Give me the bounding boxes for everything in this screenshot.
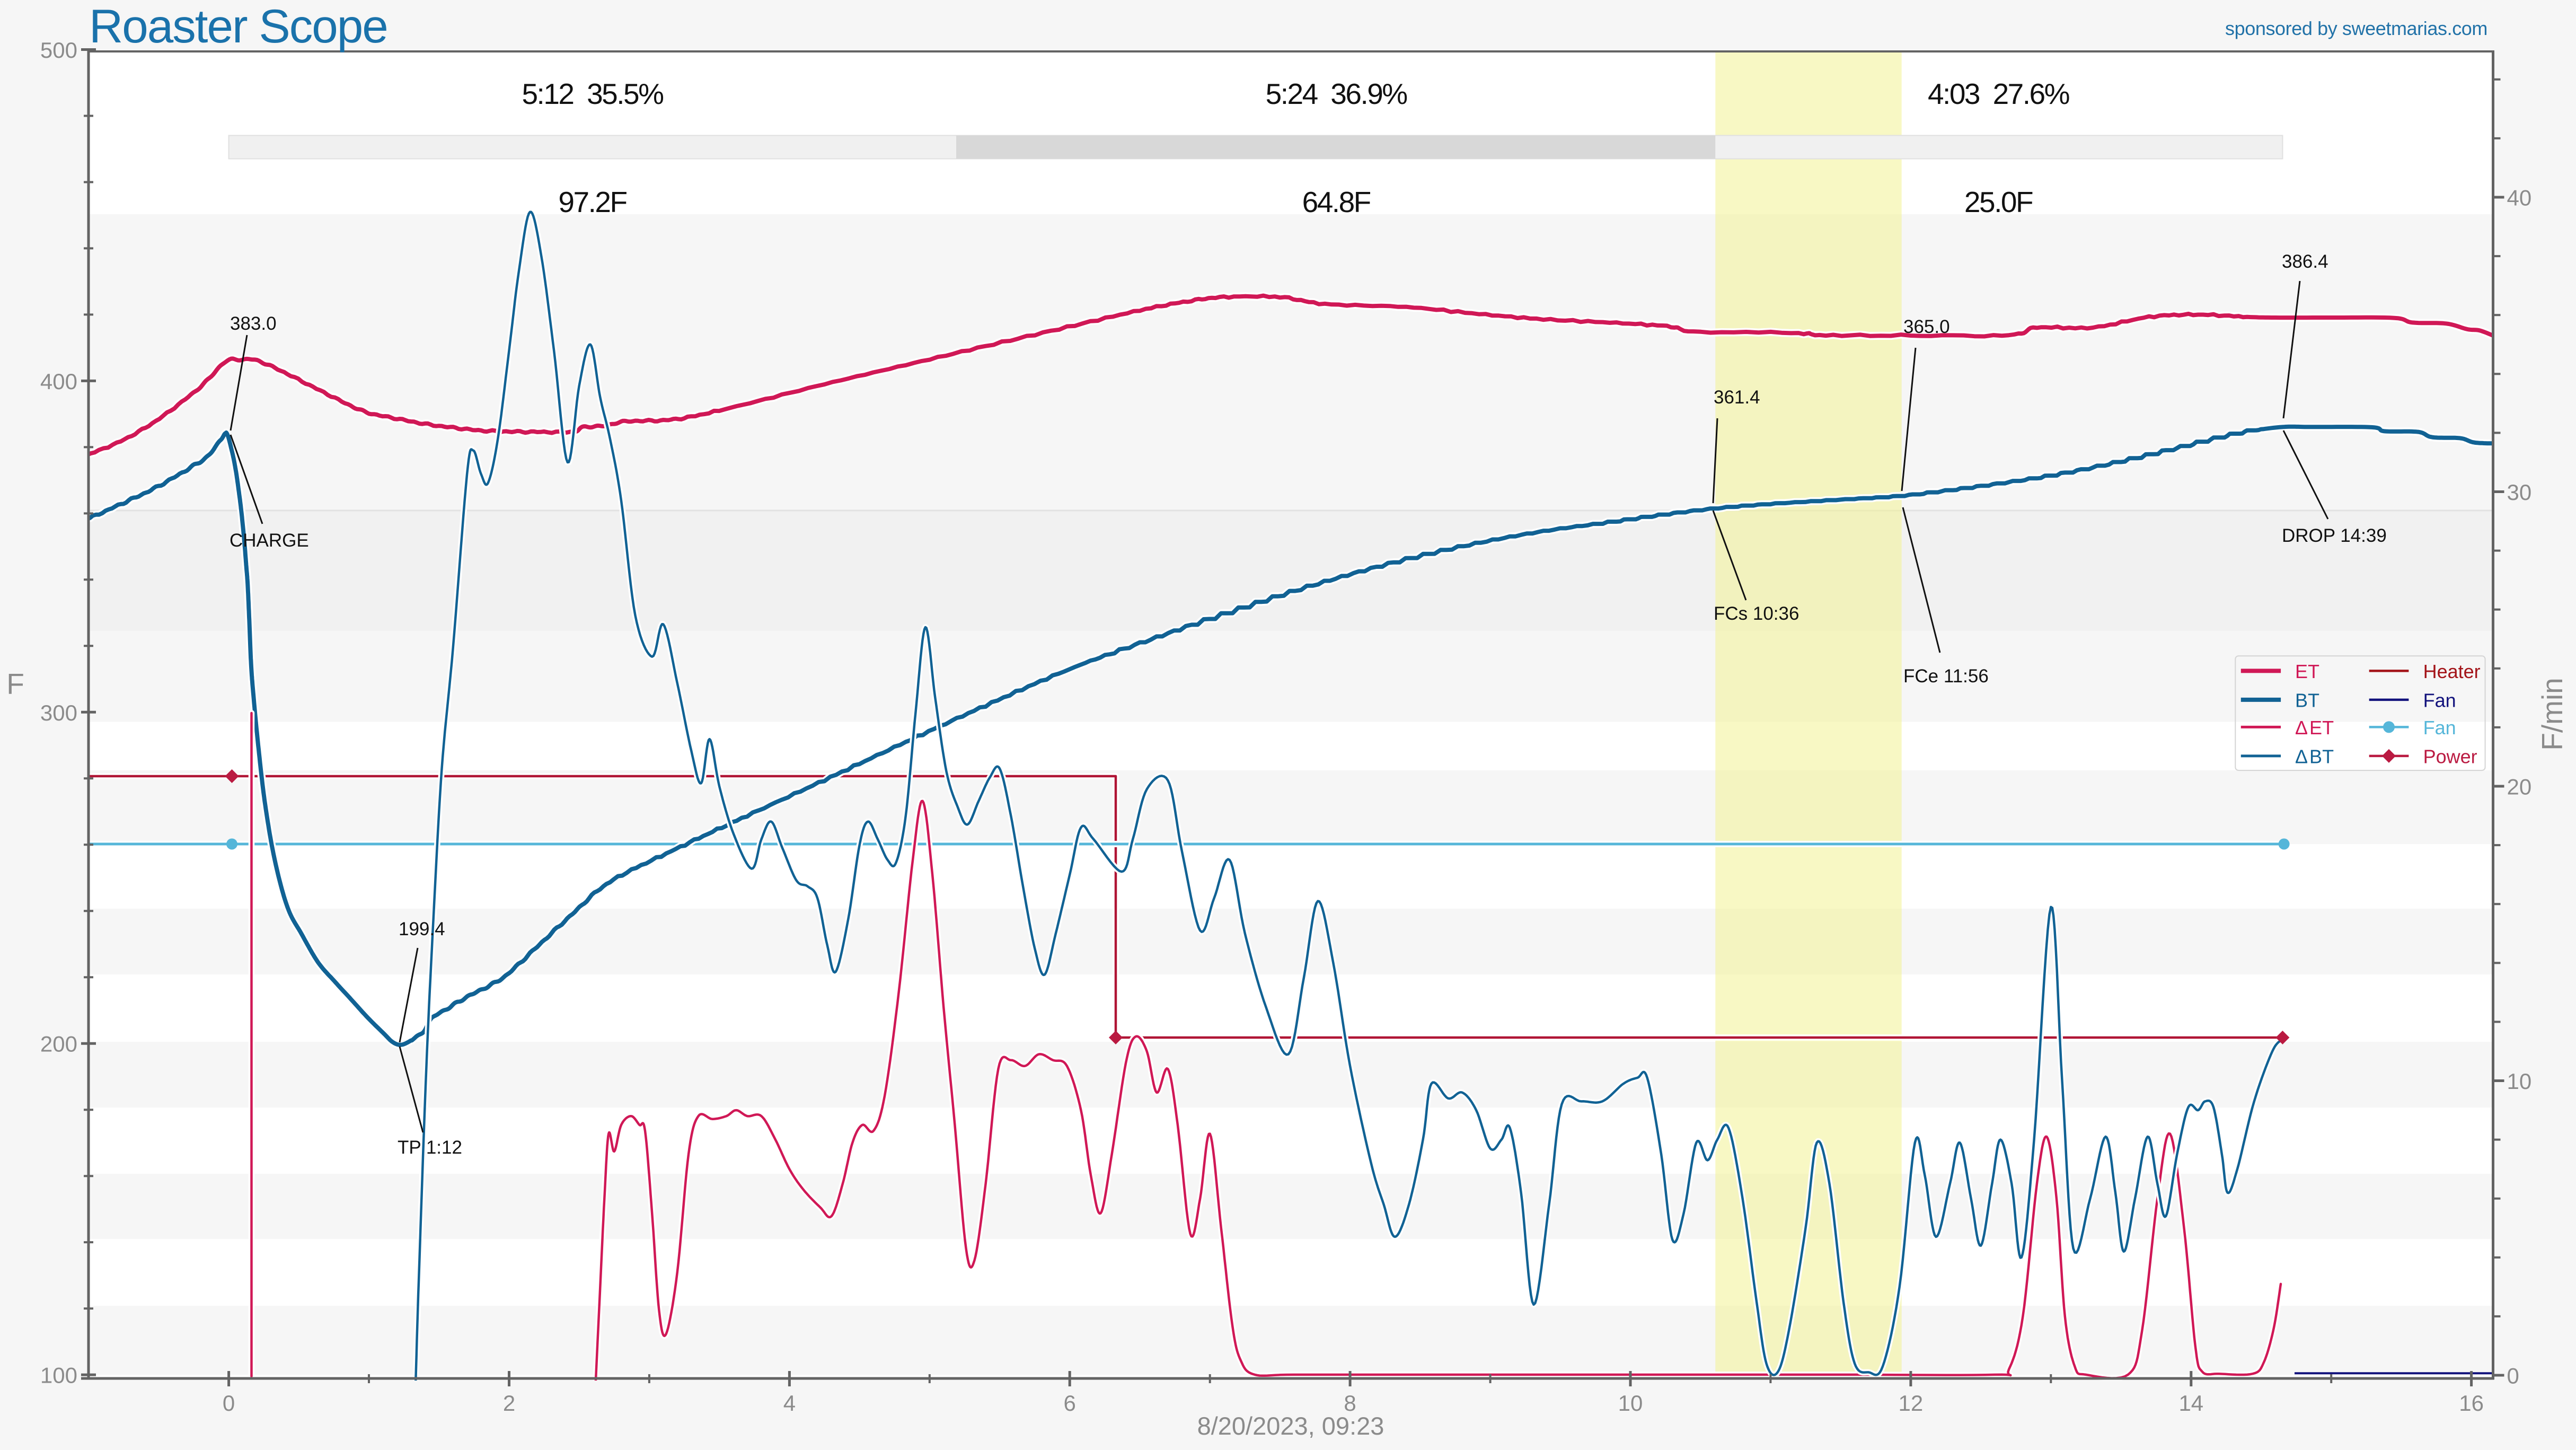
svg-text:30: 30 [2507,480,2532,505]
svg-text:F/min: F/min [2536,678,2569,751]
svg-text:199.4: 199.4 [399,919,445,939]
svg-text:8/20/2023, 09:23: 8/20/2023, 09:23 [1197,1412,1384,1440]
svg-text:4:03 27.6%: 4:03 27.6% [1928,77,2069,110]
svg-text:97.2F: 97.2F [558,186,627,218]
svg-text:Roaster Scope: Roaster Scope [89,0,387,52]
svg-text:BT: BT [2295,689,2319,711]
svg-text:20: 20 [2507,775,2532,799]
svg-text:5:24 36.9%: 5:24 36.9% [1266,77,1407,110]
svg-text:383.0: 383.0 [230,313,277,334]
svg-text:DROP 14:39: DROP 14:39 [2282,525,2387,546]
svg-text:300: 300 [40,700,77,725]
svg-text:25.0F: 25.0F [1964,186,2033,218]
svg-text:64.8F: 64.8F [1302,186,1371,218]
svg-text:CHARGE: CHARGE [230,530,309,551]
svg-text:4: 4 [783,1391,796,1416]
svg-text:5:12 35.5%: 5:12 35.5% [522,77,663,110]
svg-text:200: 200 [40,1032,77,1057]
svg-text:14: 14 [2178,1391,2203,1416]
svg-text:Δ ET: Δ ET [2295,717,2334,739]
svg-text:ET: ET [2295,661,2319,682]
svg-text:F: F [6,667,24,700]
svg-text:16: 16 [2459,1391,2484,1416]
svg-text:500: 500 [40,38,77,63]
svg-text:386.4: 386.4 [2282,251,2328,272]
svg-text:TP 1:12: TP 1:12 [398,1137,462,1158]
svg-text:365.0: 365.0 [1903,317,1950,337]
svg-text:Power: Power [2423,745,2477,767]
svg-text:0: 0 [2507,1364,2519,1389]
svg-text:Δ BT: Δ BT [2295,745,2334,767]
svg-text:Fan: Fan [2423,717,2456,739]
svg-text:100: 100 [40,1363,77,1388]
svg-text:40: 40 [2507,186,2532,210]
svg-text:2: 2 [503,1391,515,1416]
svg-text:6: 6 [1064,1391,1076,1416]
svg-text:400: 400 [40,369,77,394]
svg-text:10: 10 [1618,1391,1643,1416]
svg-text:8: 8 [1344,1391,1356,1416]
svg-text:FCs 10:36: FCs 10:36 [1714,603,1799,624]
svg-text:FCe 11:56: FCe 11:56 [1903,666,1989,687]
svg-text:12: 12 [1899,1391,1924,1416]
svg-text:Heater: Heater [2423,661,2481,682]
svg-text:Fan: Fan [2423,689,2456,711]
svg-text:361.4: 361.4 [1714,387,1760,408]
svg-text:0: 0 [223,1391,235,1416]
svg-text:sponsored by sweetmarias.com: sponsored by sweetmarias.com [2225,17,2487,39]
svg-text:10: 10 [2507,1069,2532,1094]
